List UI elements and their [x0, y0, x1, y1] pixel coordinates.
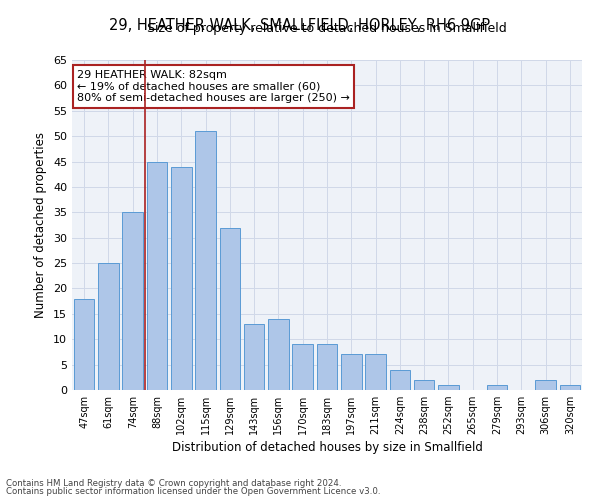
Bar	[535, 380, 556, 390]
Bar	[487, 385, 508, 390]
Bar	[195, 131, 216, 390]
Bar	[74, 298, 94, 390]
Bar	[171, 166, 191, 390]
Bar	[220, 228, 240, 390]
Bar	[317, 344, 337, 390]
Bar	[365, 354, 386, 390]
X-axis label: Distribution of detached houses by size in Smallfield: Distribution of detached houses by size …	[172, 442, 482, 454]
Bar	[560, 385, 580, 390]
Bar	[122, 212, 143, 390]
Text: 29 HEATHER WALK: 82sqm
← 19% of detached houses are smaller (60)
80% of semi-det: 29 HEATHER WALK: 82sqm ← 19% of detached…	[77, 70, 350, 103]
Bar	[146, 162, 167, 390]
Text: Contains HM Land Registry data © Crown copyright and database right 2024.: Contains HM Land Registry data © Crown c…	[6, 478, 341, 488]
Text: Contains public sector information licensed under the Open Government Licence v3: Contains public sector information licen…	[6, 487, 380, 496]
Bar	[292, 344, 313, 390]
Bar	[244, 324, 265, 390]
Bar	[389, 370, 410, 390]
Bar	[268, 319, 289, 390]
Text: 29, HEATHER WALK, SMALLFIELD, HORLEY, RH6 9GP: 29, HEATHER WALK, SMALLFIELD, HORLEY, RH…	[109, 18, 491, 32]
Title: Size of property relative to detached houses in Smallfield: Size of property relative to detached ho…	[147, 22, 507, 35]
Bar	[438, 385, 459, 390]
Bar	[98, 263, 119, 390]
Y-axis label: Number of detached properties: Number of detached properties	[34, 132, 47, 318]
Bar	[414, 380, 434, 390]
Bar	[341, 354, 362, 390]
